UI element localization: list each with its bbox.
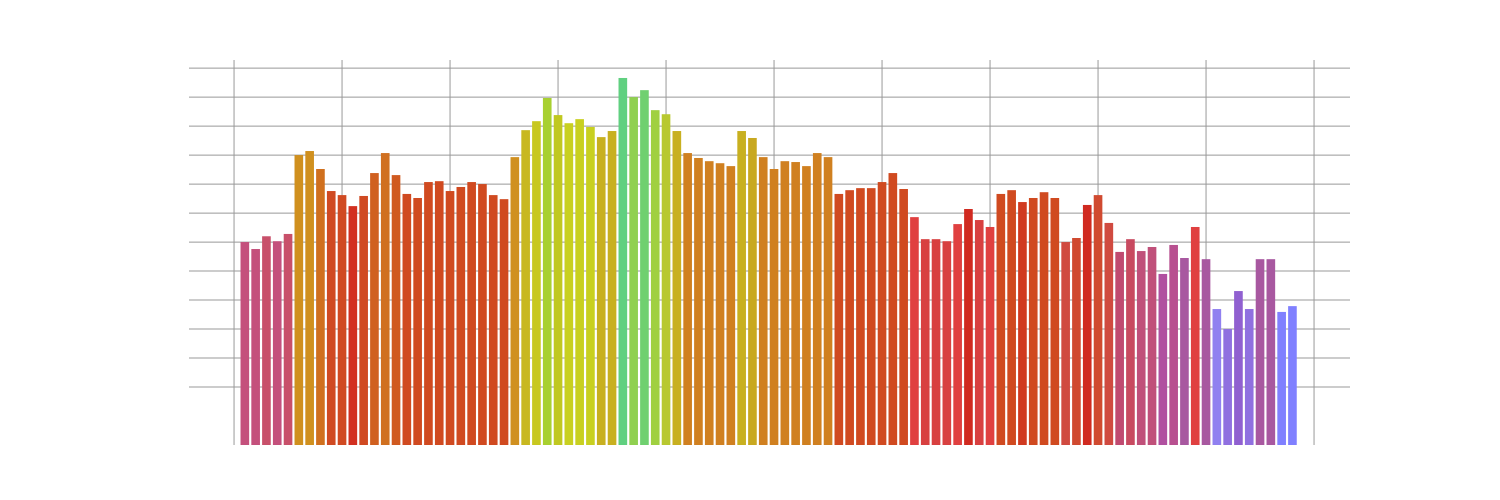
bar <box>942 241 952 445</box>
bar <box>1082 204 1092 445</box>
bar <box>607 131 617 445</box>
bar <box>1158 273 1168 445</box>
bar <box>758 157 768 445</box>
bar <box>1093 195 1103 445</box>
bar <box>1061 242 1070 445</box>
bar <box>985 226 995 445</box>
bar <box>1212 309 1222 445</box>
bar <box>305 151 314 446</box>
bar <box>596 137 606 445</box>
bar <box>650 110 660 446</box>
bar <box>780 161 790 445</box>
bar <box>424 182 433 446</box>
bar <box>337 195 347 445</box>
bar <box>823 157 833 445</box>
bar <box>769 169 779 445</box>
bar <box>1126 239 1135 445</box>
bar <box>1288 306 1297 445</box>
bar <box>283 233 293 445</box>
bar <box>726 166 736 445</box>
bar <box>1244 309 1254 445</box>
bar <box>1223 329 1232 445</box>
bar <box>575 119 584 445</box>
bar <box>586 126 595 446</box>
bar <box>251 249 260 445</box>
bar <box>1277 311 1286 445</box>
bar <box>964 209 973 445</box>
bar <box>391 175 401 446</box>
bar <box>1169 244 1178 445</box>
bar <box>1050 197 1060 445</box>
bar <box>910 217 919 445</box>
bar <box>1190 226 1200 445</box>
bar <box>877 182 887 446</box>
bar <box>974 220 984 445</box>
bar <box>521 130 530 445</box>
bar <box>542 97 552 446</box>
bar <box>996 193 1006 445</box>
bar <box>316 169 325 445</box>
bar <box>532 121 541 446</box>
bar <box>672 131 682 445</box>
bar <box>1039 192 1049 445</box>
bar <box>564 123 574 445</box>
bar <box>920 239 930 445</box>
bar <box>510 157 520 445</box>
bar <box>380 153 390 446</box>
bar <box>478 184 487 445</box>
bar <box>467 182 476 446</box>
bar <box>802 166 811 445</box>
bar <box>1028 197 1038 445</box>
bar <box>1007 190 1016 445</box>
bar <box>272 241 282 445</box>
bar <box>618 77 628 445</box>
bar <box>1104 222 1114 445</box>
bar <box>629 97 638 446</box>
bar <box>348 206 358 445</box>
bar <box>240 242 250 445</box>
bar <box>326 191 336 445</box>
bar <box>704 161 714 445</box>
bar <box>694 157 703 446</box>
bar <box>931 239 941 445</box>
bar <box>1180 258 1189 445</box>
bar <box>737 131 746 445</box>
bar <box>748 137 757 445</box>
bar <box>445 191 455 445</box>
bar <box>845 190 854 445</box>
bar <box>1234 291 1243 445</box>
bar <box>715 163 725 445</box>
bar <box>413 197 422 445</box>
bar <box>456 186 466 446</box>
bar <box>370 173 379 445</box>
bar <box>1018 202 1027 445</box>
bar <box>488 195 498 445</box>
bar <box>1115 251 1124 445</box>
bar <box>1266 259 1276 445</box>
bar <box>359 195 368 445</box>
bar <box>834 193 844 445</box>
bar <box>1136 251 1146 445</box>
bar <box>1147 246 1157 445</box>
bar <box>1255 259 1265 445</box>
bar <box>856 188 865 445</box>
bar <box>683 153 692 446</box>
bar <box>866 188 876 445</box>
bar <box>888 173 898 445</box>
bar <box>262 236 271 445</box>
bar <box>640 90 649 445</box>
bar <box>1072 238 1081 445</box>
bar <box>953 224 962 445</box>
bar <box>812 153 822 446</box>
bar <box>791 162 800 445</box>
bar <box>294 155 304 445</box>
bar <box>661 114 671 445</box>
bar <box>553 115 563 446</box>
bar <box>1201 259 1211 445</box>
bar <box>899 189 908 445</box>
bar <box>434 181 444 445</box>
bar <box>402 193 412 445</box>
bar <box>499 199 509 445</box>
